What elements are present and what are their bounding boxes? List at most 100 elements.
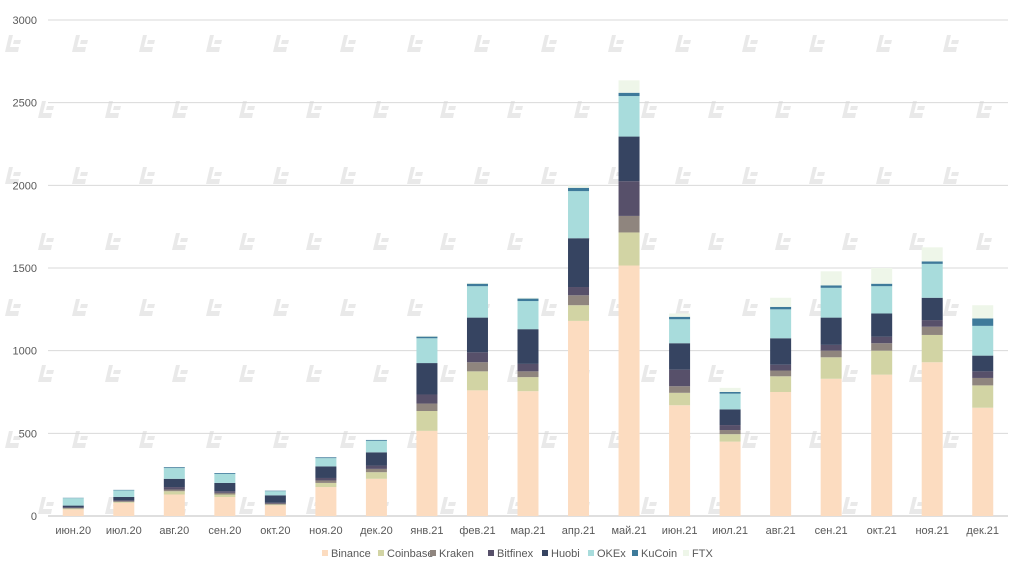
bar-segment-huobi <box>416 363 438 395</box>
bar-segment-bitfinex <box>315 477 337 481</box>
bar-segment-coinbase <box>820 357 842 379</box>
bar-segment-huobi <box>264 495 286 503</box>
legend-item-bitfinex: Bitfinex <box>488 548 534 560</box>
bar-segment-ftx <box>669 313 691 317</box>
legend-swatch <box>632 550 638 556</box>
bar-segment-kraken <box>820 350 842 358</box>
bar-segment-binance <box>618 265 640 516</box>
watermark-logo <box>306 233 322 250</box>
bar-segment-binance <box>972 407 994 516</box>
x-tick-label: апр.21 <box>562 525 595 537</box>
bar-segment-kucoin <box>719 392 741 394</box>
watermark-logo <box>675 299 691 316</box>
bar-segment-bitfinex <box>568 287 590 296</box>
watermark-logo <box>943 299 959 316</box>
bar-stack <box>618 80 640 516</box>
watermark-logo <box>507 101 523 118</box>
bar-segment-coinbase <box>770 376 792 392</box>
bar-segment-ftx <box>972 305 994 319</box>
watermark-logo <box>641 101 657 118</box>
watermark-logo <box>105 365 121 382</box>
legend-swatch <box>322 550 328 556</box>
bar-segment-bitfinex <box>871 336 893 344</box>
watermark-logo <box>306 101 322 118</box>
watermark-logo <box>507 233 523 250</box>
y-tick-label: 500 <box>19 428 37 440</box>
bar-segment-coinbase <box>669 392 691 406</box>
x-tick-label: июн.20 <box>55 525 91 537</box>
bar-segment-binance <box>62 509 84 516</box>
legend-label: FTX <box>692 548 713 560</box>
watermark-logo <box>273 431 289 448</box>
watermark-logo <box>876 35 892 52</box>
bar-stack <box>568 185 590 516</box>
watermark-logo <box>742 299 758 316</box>
bar-segment-okex <box>365 440 387 453</box>
watermark-logo <box>373 233 389 250</box>
bar-segment-coinbase <box>568 305 590 321</box>
bar-segment-coinbase <box>618 232 640 266</box>
bar-segment-binance <box>113 502 135 516</box>
watermark-logo <box>38 101 54 118</box>
bar-segment-binance <box>770 392 792 516</box>
bar-segment-binance <box>719 441 741 516</box>
bar-segment-coinbase <box>517 377 539 392</box>
bar-segment-kucoin <box>517 298 539 302</box>
watermark-logo <box>909 233 925 250</box>
bar-segment-okex <box>972 325 994 356</box>
bar-segment-okex <box>517 301 539 330</box>
bar-segment-bitfinex <box>669 369 691 387</box>
bar-stack <box>871 268 893 516</box>
bar-segment-kucoin <box>466 283 488 287</box>
bar-stack <box>163 467 185 516</box>
bar-segment-okex <box>921 263 943 298</box>
x-tick-label: дек.21 <box>966 525 999 537</box>
watermark-logo <box>943 431 959 448</box>
watermark-logo <box>708 233 724 250</box>
x-tick-label: окт.20 <box>260 525 290 537</box>
bar-stack <box>62 497 84 516</box>
bar-segment-coinbase <box>163 491 185 495</box>
watermark-logo <box>809 167 825 184</box>
bar-segment-kucoin <box>871 283 893 287</box>
bar-segment-huobi <box>466 317 488 353</box>
legend-label: OKEx <box>597 548 626 560</box>
watermark-logo <box>139 299 155 316</box>
bar-segment-huobi <box>568 238 590 288</box>
watermark-logo <box>5 299 21 316</box>
bar-segment-binance <box>871 374 893 516</box>
legend-item-okex: OKEx <box>588 548 626 560</box>
bar-segment-huobi <box>921 297 943 321</box>
bar-segment-ftx <box>416 335 438 337</box>
watermark-logo <box>641 365 657 382</box>
x-tick-label: ноя.21 <box>915 525 948 537</box>
bar-segment-huobi <box>669 343 691 370</box>
bar-segment-kraken <box>416 403 438 412</box>
bar-stack <box>921 247 943 516</box>
bar-segment-bitfinex <box>62 507 84 509</box>
bar-segment-kraken <box>618 215 640 233</box>
legend-label: Kraken <box>439 548 474 560</box>
bar-stack <box>719 387 741 516</box>
legend-item-binance: Binance <box>322 548 371 560</box>
watermark-logo <box>742 35 758 52</box>
watermark-logo <box>842 365 858 382</box>
bar-segment-kraken <box>365 468 387 473</box>
watermark-logo <box>5 35 21 52</box>
watermark-logo <box>373 365 389 382</box>
bar-stack <box>416 335 438 516</box>
watermark-logo <box>5 167 21 184</box>
x-tick-label: дек.20 <box>360 525 393 537</box>
watermark-logo <box>340 431 356 448</box>
watermark-logo <box>809 35 825 52</box>
bar-segment-bitfinex <box>719 425 741 431</box>
watermark-logo <box>306 365 322 382</box>
legend-swatch <box>683 550 689 556</box>
bar-segment-okex <box>618 96 640 137</box>
bar-segment-ftx <box>770 297 792 307</box>
bar-segment-coinbase <box>62 508 84 510</box>
watermark-logo <box>373 101 389 118</box>
x-tick-label: авг.20 <box>159 525 189 537</box>
bar-segment-kraken <box>517 371 539 378</box>
bar-segment-kraken <box>770 370 792 377</box>
